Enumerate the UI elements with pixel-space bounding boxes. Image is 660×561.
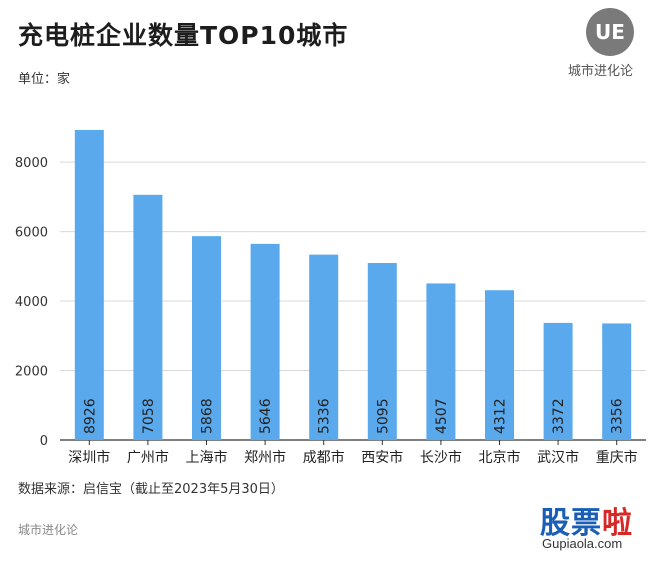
- x-tick-label: 深圳市: [68, 449, 110, 466]
- data-label: 7058: [141, 398, 157, 434]
- y-tick-label: 2000: [15, 365, 48, 380]
- x-tick-label: 长沙市: [420, 449, 462, 466]
- bar: [367, 263, 397, 440]
- y-tick-label: 8000: [15, 156, 48, 171]
- bar: [602, 323, 632, 440]
- stock-logo-text: 股票啦: [540, 506, 633, 541]
- unit-label: 单位：家: [18, 72, 71, 87]
- y-tick-label: 4000: [15, 295, 48, 310]
- x-tick-label: 北京市: [479, 449, 521, 466]
- page-title: 充电桩企业数量TOP10城市: [18, 21, 349, 50]
- x-tick-label: 武汉市: [537, 449, 579, 466]
- bar: [192, 236, 221, 440]
- stock-logo-url: Gupiaola.com: [542, 536, 623, 551]
- data-label: 3356: [610, 398, 626, 434]
- source-note: 数据来源：启信宝（截止至2023年5月30日）: [18, 482, 284, 497]
- bar: [309, 254, 339, 440]
- bar: [133, 194, 163, 440]
- data-label: 4312: [493, 398, 509, 434]
- brand-caption: 城市进化论: [568, 64, 634, 79]
- bar-chart: 0 2000 4000 6000 8000 深圳市 8926 广州市 7058 上海市 5868 郑州…: [15, 129, 646, 466]
- y-tick-label: 6000: [15, 226, 48, 241]
- data-label: 5336: [317, 398, 333, 434]
- y-tick-label: 0: [40, 434, 48, 449]
- data-label: 3372: [551, 398, 567, 434]
- bar: [485, 290, 514, 440]
- data-label: 4507: [434, 398, 450, 434]
- bar: [74, 129, 104, 440]
- data-label: 5095: [375, 398, 391, 434]
- x-tick-label: 成都市: [303, 449, 345, 466]
- data-label: 5646: [258, 398, 274, 434]
- brand-logo-icon: UE: [586, 8, 634, 56]
- bar: [250, 243, 280, 440]
- x-tick-label: 郑州市: [244, 449, 286, 466]
- footer-brand: 城市进化论: [18, 523, 79, 537]
- data-label: 8926: [82, 398, 98, 434]
- x-tick-label: 重庆市: [596, 449, 638, 466]
- x-tick-label: 广州市: [127, 449, 169, 466]
- x-tick-label: 上海市: [186, 449, 228, 466]
- stock-logo: 股票啦 Gupiaola.com: [540, 498, 650, 558]
- data-label: 5868: [200, 398, 216, 434]
- x-tick-label: 西安市: [361, 449, 403, 466]
- bar: [426, 283, 456, 440]
- bar: [543, 322, 573, 440]
